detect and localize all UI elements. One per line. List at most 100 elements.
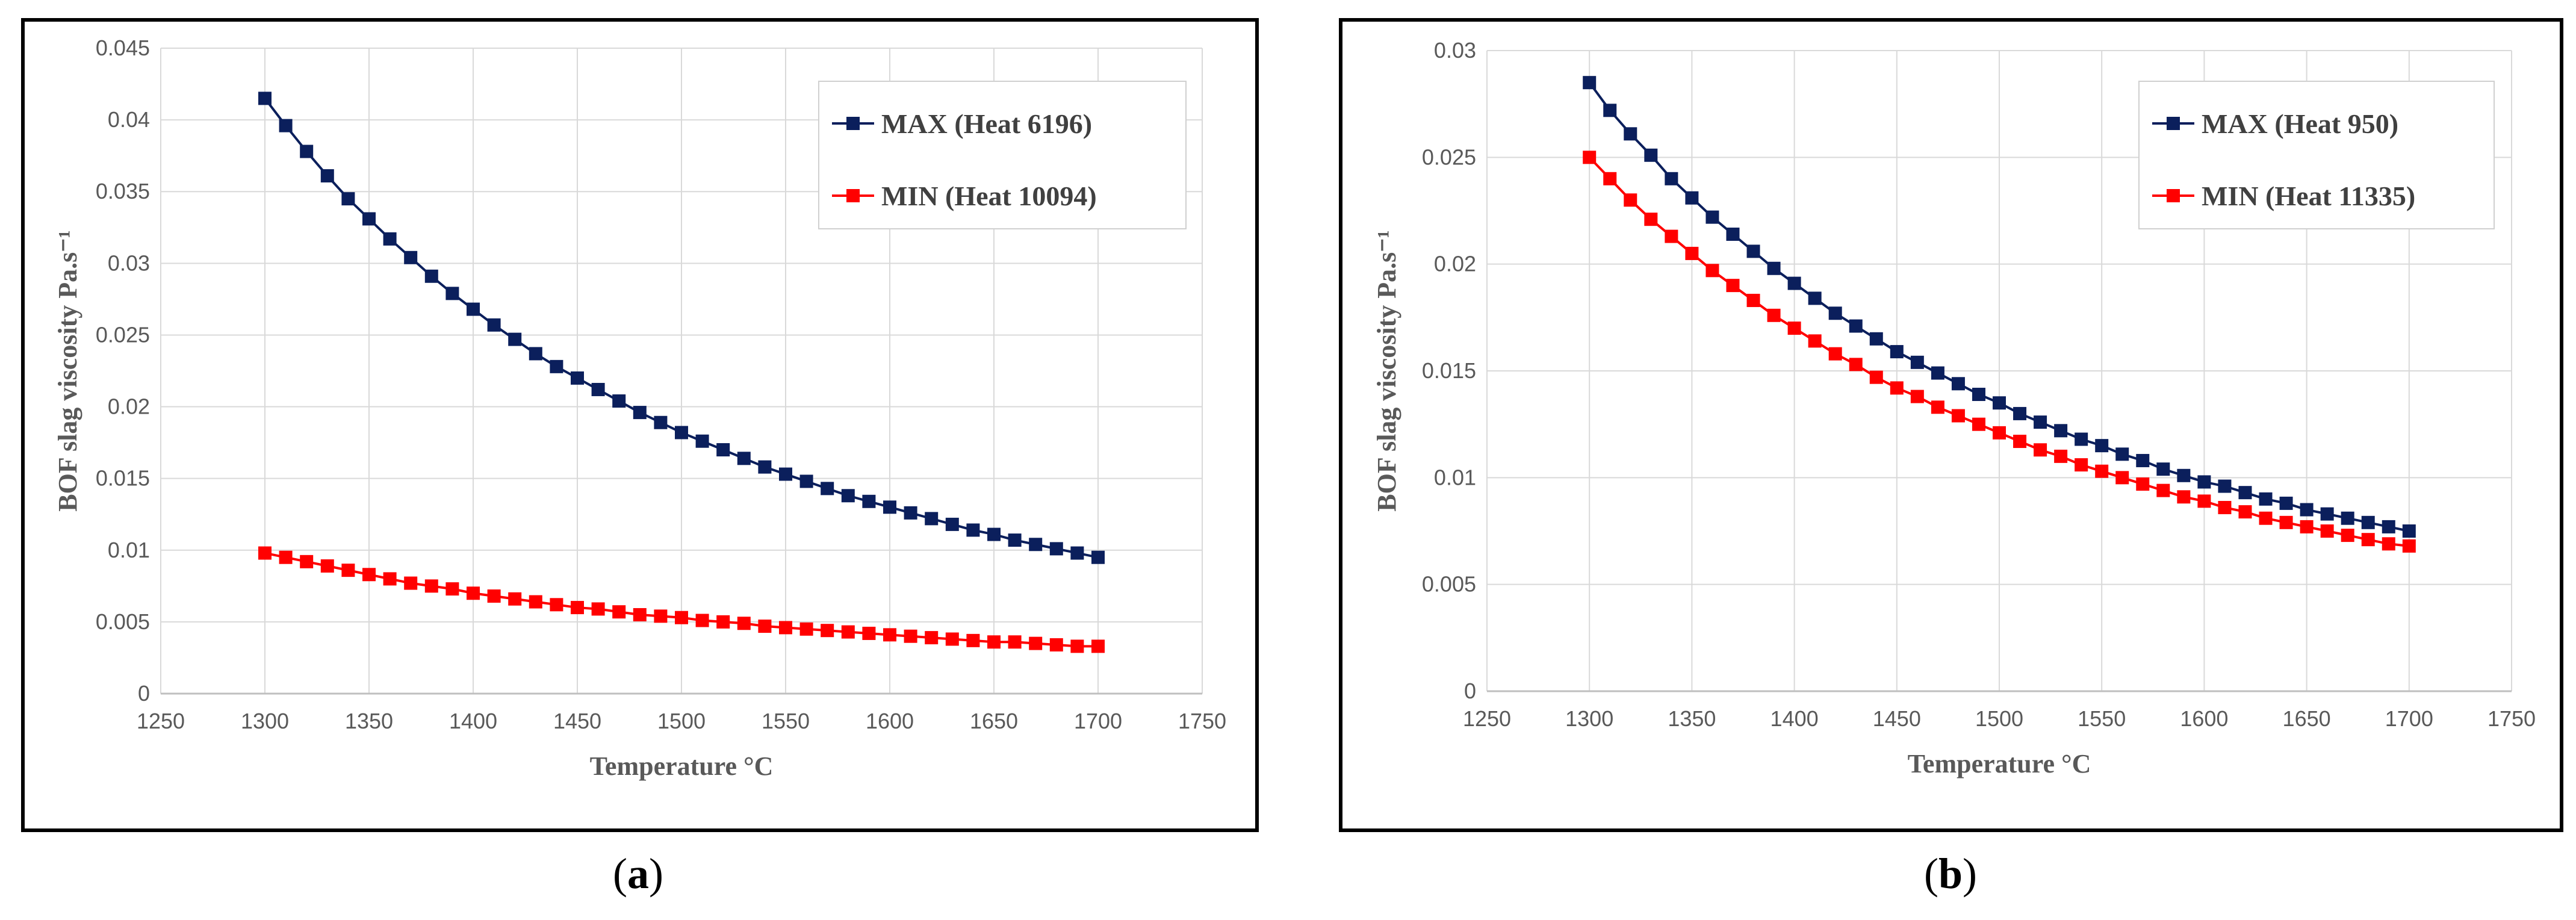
data-point-min [1972,417,1985,431]
y-axis-label: BOF slag viscosity Pa.s⁻¹ [53,230,82,511]
data-point-min [1849,358,1863,371]
data-point-min [1583,151,1597,164]
data-point-min [2054,449,2068,463]
legend-marker [2167,117,2180,130]
data-point-max [2341,511,2354,525]
data-point-min [424,579,438,593]
data-point-max [1746,244,1760,258]
x-tick-label: 1650 [970,709,1018,733]
data-point-min [320,559,334,573]
x-tick-label: 1600 [2180,706,2228,731]
data-point-min [2177,490,2191,504]
data-point-max [362,212,376,226]
data-point-max [675,426,688,440]
data-point-min [1070,639,1084,653]
data-point-min [758,620,772,633]
y-tick-label: 0.03 [1434,38,1476,63]
legend-label: MAX (Heat 6196) [881,108,1092,139]
data-point-min [258,546,272,560]
x-tick-label: 1250 [137,709,185,733]
legend-box [818,81,1187,229]
data-point-min [779,621,792,635]
data-point-min [1910,390,1924,403]
x-tick-label: 1500 [657,709,706,733]
data-point-min [2034,443,2047,457]
y-tick-label: 0.005 [1422,572,1476,597]
data-point-min [383,572,397,586]
data-point-max [2320,507,2334,521]
data-point-max [300,145,314,158]
data-point-max [612,394,626,408]
data-point-max [2238,486,2252,500]
y-tick-label: 0.04 [108,107,150,132]
x-tick-label: 1600 [866,709,914,733]
data-point-min [1828,347,1842,361]
data-point-max [1008,533,1022,547]
data-point-max [1828,306,1842,320]
data-point-min [1603,172,1617,185]
data-point-min [362,568,376,582]
data-point-max [2382,520,2395,533]
data-point-min [2115,471,2129,485]
legend-label: MIN (Heat 11335) [2202,181,2415,211]
legend-marker [846,189,860,202]
data-point-min [445,582,459,596]
data-point-min [1726,279,1740,293]
data-point-min [2218,500,2232,514]
x-tick-label: 1500 [1975,706,2023,731]
x-tick-label: 1450 [553,709,601,733]
data-point-min [467,586,480,600]
data-point-min [1890,381,1904,395]
data-point-min [612,605,626,619]
data-point-max [1091,550,1105,564]
data-point-max [2013,406,2027,420]
data-point-max [320,169,334,183]
data-point-min [1931,400,1944,414]
data-point-max [1910,355,1924,369]
y-tick-label: 0.015 [1422,358,1476,383]
data-point-max [2300,503,2314,517]
y-tick-label: 0.03 [108,250,150,275]
data-point-min [695,614,709,627]
data-point-max [821,482,834,496]
x-tick-label: 1400 [1771,706,1819,731]
data-point-min [633,608,647,621]
data-point-min [1665,229,1678,243]
data-point-min [799,622,813,636]
data-point-min [2013,435,2027,449]
data-point-min [1746,293,1760,307]
data-point-max [550,359,563,373]
data-point-min [862,626,876,640]
data-point-min [1685,246,1699,260]
x-axis-label: Temperature °C [590,751,774,781]
data-point-max [1665,172,1678,185]
data-point-min [1705,264,1719,278]
chart-b: 0 0.005 0.01 0.015 0.02 0.025 0.03 1250 1300 1350… [1372,38,2536,779]
data-point-min [925,631,939,645]
x-tick-label: 1350 [1668,706,1716,731]
data-point-min [2095,464,2109,478]
data-point-max [571,371,584,385]
data-point-min [883,628,896,642]
data-point-max [1767,261,1781,275]
data-point-min [550,598,563,612]
data-point-min [716,615,730,629]
data-point-max [2218,479,2232,493]
y-tick-label: 0.005 [96,609,150,634]
data-point-max [2279,496,2293,510]
data-point-min [508,592,522,606]
data-point-min [1091,639,1105,653]
legend-marker [846,117,860,130]
data-point-max [341,192,355,206]
data-point-min [1869,370,1883,384]
data-point-min [1029,636,1043,650]
x-tick-label: 1300 [241,709,289,733]
x-tick-label: 1700 [1074,709,1122,733]
x-tick-label: 1350 [345,709,393,733]
data-point-max [2156,462,2170,476]
data-point-min [737,617,751,630]
y-tick-label: 0.02 [108,394,150,419]
data-point-min [341,564,355,577]
data-point-min [2382,537,2395,551]
data-point-min [1808,334,1822,348]
